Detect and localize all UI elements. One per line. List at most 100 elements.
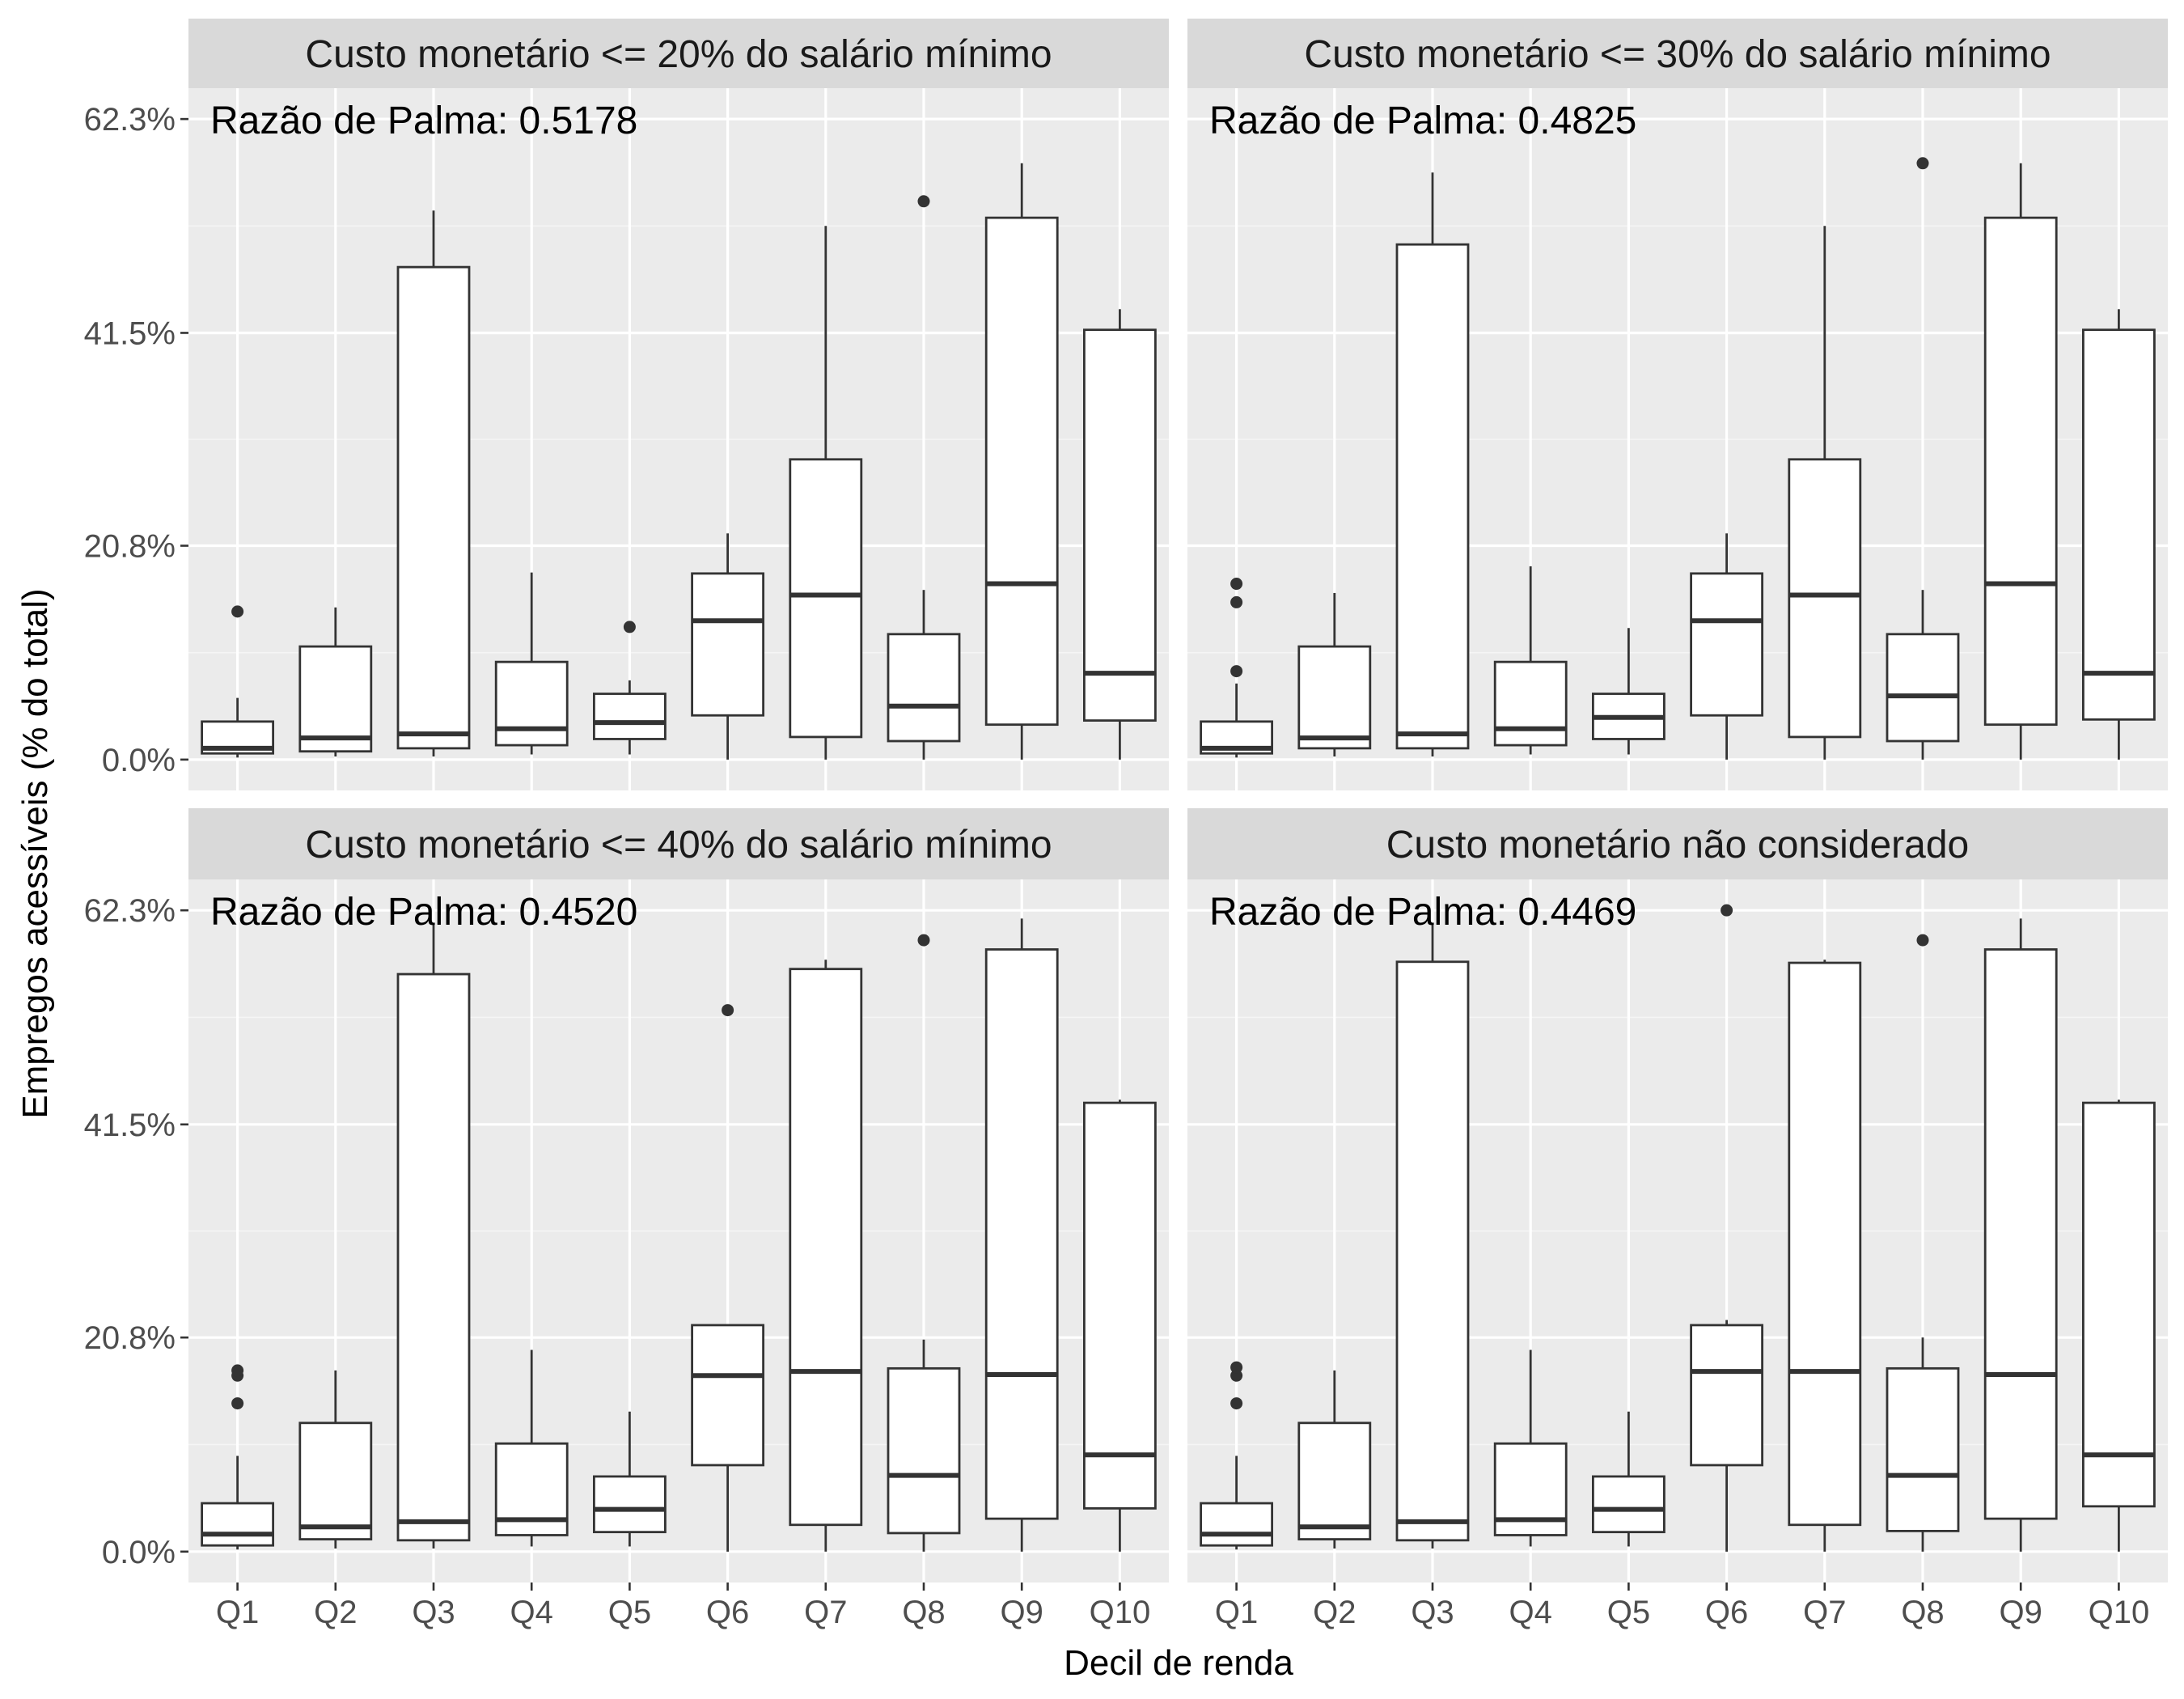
iqr-box xyxy=(593,693,667,740)
x-tick-label: Q5 xyxy=(1607,1595,1650,1630)
facet-title: Custo monetário não considerado xyxy=(1386,824,1969,866)
y-axis-title: Empregos acessíveis (% do total) xyxy=(15,588,55,1118)
iqr-box xyxy=(1886,633,1960,743)
iqr-box xyxy=(1395,960,1470,1542)
boxplot-q8 xyxy=(887,934,961,1552)
boxplot-q4 xyxy=(494,572,569,755)
boxplot-q3 xyxy=(396,924,471,1549)
outlier-point xyxy=(1230,665,1243,678)
iqr-box xyxy=(1788,458,1862,739)
boxplot-q5 xyxy=(1592,1411,1666,1547)
facet-strip xyxy=(1187,19,2168,88)
facet-panel: Custo monetário não considerado Q1 Q2 Q3 Q4 Q… xyxy=(1187,808,2168,1630)
palma-ratio-annotation: Razão de Palma: 0.4520 xyxy=(210,891,637,934)
boxplot-q1 xyxy=(201,1364,275,1550)
boxplot-q8 xyxy=(1886,934,1960,1552)
iqr-box xyxy=(789,458,863,739)
iqr-box xyxy=(2081,1101,2156,1508)
iqr-box xyxy=(887,1366,961,1535)
iqr-box xyxy=(1493,660,1568,747)
x-tick-label: Q9 xyxy=(1001,1595,1043,1630)
boxplot-q5 xyxy=(593,621,667,755)
y-tick-label: 62.3% xyxy=(84,102,176,138)
boxplot-q3 xyxy=(396,210,471,757)
y-tick-label: 20.8% xyxy=(84,529,176,565)
outlier-point xyxy=(1721,904,1733,917)
facet-strip xyxy=(1187,808,2168,879)
boxplot-q9 xyxy=(984,918,1059,1552)
x-tick-label: Q8 xyxy=(902,1595,945,1630)
boxplot-q3 xyxy=(1395,924,1470,1549)
boxplot-q3 xyxy=(1395,172,1470,757)
x-tick-label: Q5 xyxy=(608,1595,651,1630)
iqr-box xyxy=(396,265,471,750)
boxplot-q8 xyxy=(1886,157,1960,760)
y-tick-label: 41.5% xyxy=(84,1108,176,1143)
iqr-box xyxy=(298,645,373,753)
facet-strip xyxy=(188,19,1169,88)
y-tick-label: 0.0% xyxy=(102,1535,176,1570)
x-tick-label: Q4 xyxy=(1509,1595,1552,1630)
x-tick-label: Q2 xyxy=(314,1595,357,1630)
palma-ratio-annotation: Razão de Palma: 0.4825 xyxy=(1209,100,1636,142)
boxplot-q10 xyxy=(2081,309,2156,760)
iqr-box xyxy=(1886,1366,1960,1532)
boxplot-q6 xyxy=(691,533,764,760)
boxplot-q4 xyxy=(494,1349,569,1547)
iqr-box xyxy=(1690,1324,1764,1467)
y-tick-label: 62.3% xyxy=(84,893,176,929)
boxplot-q2 xyxy=(298,1370,373,1549)
outlier-point xyxy=(1230,1361,1243,1374)
facet-title: Custo monetário <= 30% do salário mínimo xyxy=(1304,33,2051,76)
outlier-point xyxy=(917,195,930,208)
facet-title: Custo monetário <= 20% do salário mínimo xyxy=(305,33,1052,76)
boxplot-q2 xyxy=(1297,592,1372,757)
x-tick-label: Q6 xyxy=(1705,1595,1748,1630)
iqr-box xyxy=(1297,645,1372,750)
boxplot-q4 xyxy=(1493,1349,1568,1547)
x-tick-label: Q3 xyxy=(1411,1595,1454,1630)
x-tick-label: Q3 xyxy=(412,1595,455,1630)
x-tick-label: Q9 xyxy=(2000,1595,2042,1630)
x-tick-label: Q4 xyxy=(510,1595,553,1630)
boxplot-q10 xyxy=(2081,1099,2156,1552)
boxplot-q7 xyxy=(1788,960,1862,1552)
iqr-box xyxy=(1083,328,1157,722)
iqr-box xyxy=(1690,572,1764,717)
facet-title: Custo monetário <= 40% do salário mínimo xyxy=(305,824,1052,866)
iqr-box xyxy=(984,216,1059,727)
palma-ratio-annotation: Razão de Palma: 0.5178 xyxy=(210,100,637,142)
facet-strip xyxy=(188,808,1169,879)
boxplot-q4 xyxy=(1493,566,1568,755)
iqr-box xyxy=(201,1502,275,1547)
outlier-point xyxy=(1230,595,1243,608)
boxplot-q7 xyxy=(789,226,863,760)
iqr-box xyxy=(789,968,863,1527)
outlier-point xyxy=(231,1364,244,1377)
x-tick-label: Q8 xyxy=(1901,1595,1944,1630)
facet-panel: Custo monetário <= 40% do salário mínimo… xyxy=(84,808,1169,1630)
iqr-box xyxy=(691,1324,764,1467)
y-tick-label: 41.5% xyxy=(84,316,176,351)
facet-panels: Custo monetário <= 20% do salário mínimo… xyxy=(84,19,2168,1630)
palma-ratio-annotation: Razão de Palma: 0.4469 xyxy=(1209,891,1636,934)
boxplot-q9 xyxy=(984,163,1059,760)
x-axis-title: Decil de renda xyxy=(1064,1643,1293,1683)
boxplot-q5 xyxy=(593,1411,667,1547)
x-tick-label: Q1 xyxy=(1215,1595,1258,1630)
outlier-point xyxy=(1230,578,1243,591)
x-tick-label: Q7 xyxy=(804,1595,847,1630)
boxplot-q6 xyxy=(1690,904,1764,1552)
boxplot-q10 xyxy=(1083,309,1157,760)
iqr-box xyxy=(494,660,569,747)
outlier-point xyxy=(1916,157,1929,170)
boxplot-q2 xyxy=(298,607,373,757)
y-tick-label: 0.0% xyxy=(102,743,176,778)
iqr-box xyxy=(1200,1502,1273,1547)
boxplot-q6 xyxy=(691,1004,764,1552)
iqr-box xyxy=(691,572,764,717)
boxplot-q2 xyxy=(1297,1370,1372,1549)
boxplot-q6 xyxy=(1690,533,1764,760)
x-tick-label: Q1 xyxy=(216,1595,259,1630)
